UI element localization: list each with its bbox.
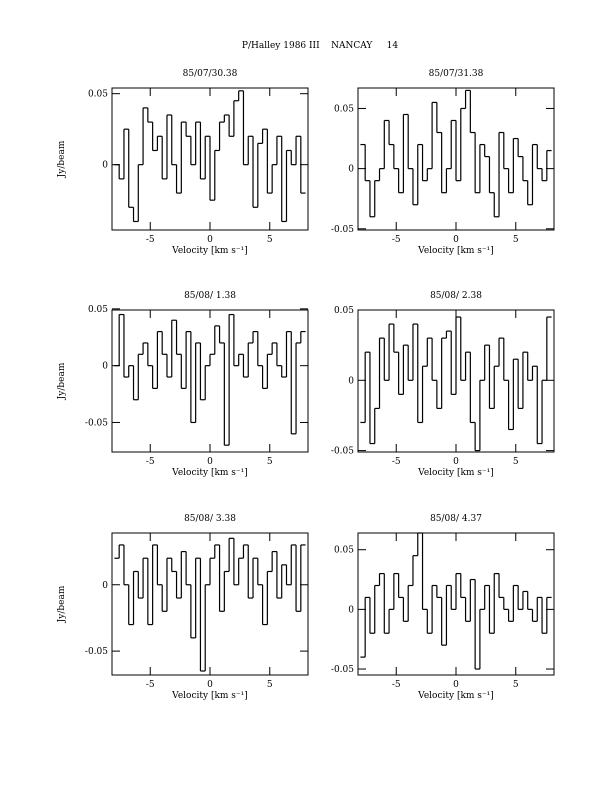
- y-axis-label: Jy/beam: [57, 585, 67, 623]
- x-tick-label: -5: [146, 235, 155, 245]
- x-axis-label: Velocity [km s⁻¹]: [171, 468, 248, 478]
- panel-title: 85/08/ 3.38: [184, 514, 236, 524]
- plot-frame: [111, 532, 309, 676]
- x-tick-label: -5: [392, 680, 401, 690]
- x-tick-label: 5: [267, 457, 273, 467]
- x-tick-label: 0: [453, 457, 459, 467]
- page-title: P/Halley 1986 III NANCAY 14: [242, 41, 398, 51]
- x-axis-label: Velocity [km s⁻¹]: [417, 468, 494, 478]
- x-tick-label: 0: [207, 235, 213, 245]
- y-tick-label: 0: [102, 581, 108, 591]
- y-tick-label: -0.05: [331, 225, 354, 235]
- panel-title: 85/08/ 4.37: [430, 514, 482, 524]
- y-tick-label: 0: [102, 362, 108, 372]
- x-tick-label: 5: [513, 235, 519, 245]
- panel-title: 85/08/ 1.38: [184, 291, 236, 301]
- y-axis-label: Jy/beam: [57, 140, 67, 178]
- x-tick-label: 5: [267, 235, 273, 245]
- y-tick-label: -0.05: [331, 447, 354, 457]
- x-tick-label: 5: [513, 457, 519, 467]
- x-tick-label: 5: [267, 680, 273, 690]
- panel-title: 85/07/30.38: [183, 69, 238, 79]
- x-axis-label: Velocity [km s⁻¹]: [171, 246, 248, 256]
- x-tick-label: 0: [207, 680, 213, 690]
- x-tick-label: 0: [453, 235, 459, 245]
- y-tick-label: 0.05: [88, 90, 108, 100]
- y-tick-label: 0: [348, 605, 354, 615]
- x-tick-label: -5: [146, 457, 155, 467]
- x-tick-label: 5: [513, 680, 519, 690]
- y-tick-label: 0.05: [334, 104, 354, 114]
- x-tick-label: -5: [392, 235, 401, 245]
- y-tick-label: 0.05: [88, 305, 108, 315]
- y-tick-label: 0: [348, 376, 354, 386]
- y-tick-label: -0.05: [85, 647, 108, 657]
- x-tick-label: 0: [453, 680, 459, 690]
- y-axis-label: Jy/beam: [57, 362, 67, 400]
- panel-title: 85/07/31.38: [429, 69, 484, 79]
- y-tick-label: -0.05: [85, 418, 108, 428]
- x-axis-label: Velocity [km s⁻¹]: [417, 691, 494, 701]
- x-tick-label: 0: [207, 457, 213, 467]
- y-tick-label: 0.05: [334, 546, 354, 556]
- x-axis-label: Velocity [km s⁻¹]: [171, 691, 248, 701]
- y-tick-label: 0.05: [334, 306, 354, 316]
- x-axis-label: Velocity [km s⁻¹]: [417, 246, 494, 256]
- y-tick-label: -0.05: [331, 665, 354, 675]
- y-tick-label: 0: [348, 165, 354, 175]
- x-tick-label: -5: [146, 680, 155, 690]
- y-tick-label: 0: [102, 161, 108, 171]
- panel-title: 85/08/ 2.38: [430, 291, 482, 301]
- plot-frame: [111, 309, 309, 453]
- x-tick-label: -5: [392, 457, 401, 467]
